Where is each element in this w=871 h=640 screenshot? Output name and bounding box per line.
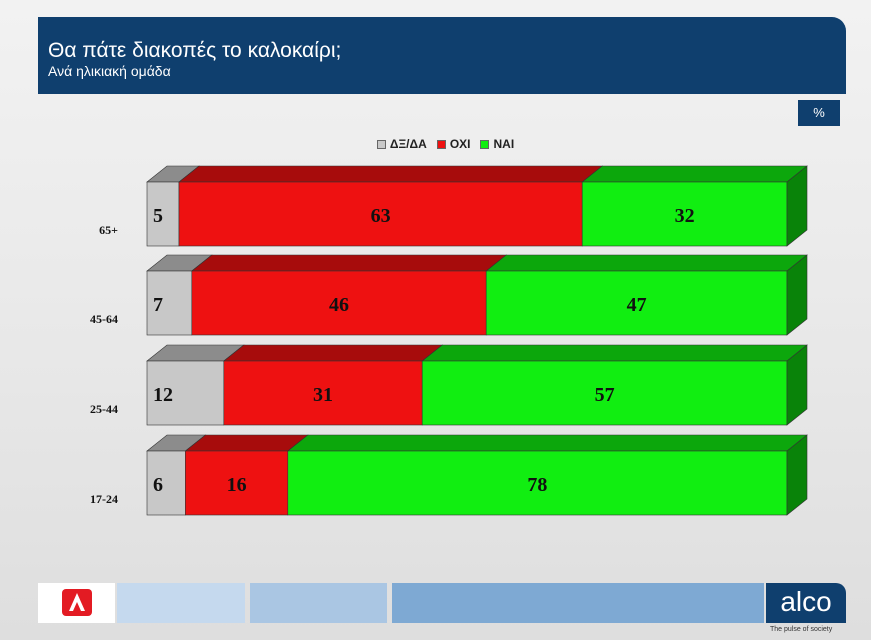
data-label-yes-1: 47 (627, 294, 647, 316)
bar-side-0 (786, 165, 808, 247)
category-label-1: 45-64 (90, 312, 118, 326)
chart-legend: ΔΞ/ΔΑ ΟΧΙ ΝΑΙ (0, 137, 871, 151)
bar-top-no-3 (184, 434, 309, 452)
bar-no-0 (178, 181, 583, 247)
bar-top-no-2 (222, 344, 444, 362)
unit-badge: % (798, 100, 840, 126)
category-label-2: 25-44 (90, 402, 118, 416)
legend-item-yes: ΝΑΙ (480, 137, 514, 151)
legend-item-no: ΟΧΙ (436, 137, 471, 151)
bar-dk-0 (146, 181, 180, 247)
chart-subtitle: Ανά ηλικιακή ομάδα (48, 63, 171, 79)
legend-swatch-no (436, 139, 446, 149)
legend-label-dk: ΔΞ/ΔΑ (389, 137, 427, 151)
bar-side-3 (786, 434, 808, 516)
data-label-yes-2: 57 (595, 384, 615, 406)
bar-yes-3 (287, 450, 788, 516)
chart-title: Θα πάτε διακοπές το καλοκαίρι; (48, 39, 342, 62)
bar-no-1 (191, 270, 487, 336)
data-label-dk-3: 6 (153, 474, 163, 496)
category-label-0: 65+ (99, 223, 118, 237)
data-label-no-0: 63 (371, 205, 391, 227)
bar-dk-2 (146, 360, 225, 426)
data-label-dk-0: 5 (153, 205, 163, 227)
data-label-no-1: 46 (329, 294, 349, 316)
category-label-3: 17-24 (90, 492, 118, 506)
bar-top-yes-1 (485, 254, 808, 272)
data-label-yes-0: 32 (675, 205, 695, 227)
channel-logo (38, 583, 115, 623)
legend-label-no: ΟΧΙ (449, 137, 471, 151)
bar-no-3 (185, 450, 289, 516)
bar-yes-1 (485, 270, 788, 336)
legend-item-dk: ΔΞ/ΔΑ (376, 137, 427, 151)
data-label-no-3: 16 (227, 474, 247, 496)
bar-top-yes-0 (581, 165, 808, 183)
bar-side-2 (786, 344, 808, 426)
data-label-yes-3: 78 (527, 474, 547, 496)
data-label-dk-1: 7 (153, 294, 163, 316)
data-label-dk-2: 12 (153, 384, 173, 406)
alco-tagline: The pulse of society (770, 626, 833, 633)
footer-band-2 (250, 583, 387, 623)
chart-header: Θα πάτε διακοπές το καλοκαίρι; Ανά ηλικι… (38, 17, 846, 94)
bar-side-1 (786, 254, 808, 336)
bar-yes-0 (581, 181, 788, 247)
channel-logo-icon (62, 589, 92, 616)
legend-label-yes: ΝΑΙ (493, 137, 515, 151)
bar-top-no-1 (190, 254, 508, 272)
bar-dk-1 (146, 270, 193, 336)
legend-swatch-dk (376, 139, 386, 149)
bar-top-no-0 (178, 165, 604, 183)
legend-swatch-yes (480, 139, 490, 149)
bar-top-yes-3 (286, 434, 808, 452)
bar-yes-2 (421, 360, 788, 426)
footer-band-1 (117, 583, 245, 623)
data-label-no-2: 31 (313, 384, 333, 406)
alco-logo: alco (766, 583, 846, 623)
bar-dk-3 (146, 450, 186, 516)
footer-band-3 (392, 583, 764, 623)
bar-no-2 (223, 360, 423, 426)
bar-top-yes-2 (421, 344, 808, 362)
